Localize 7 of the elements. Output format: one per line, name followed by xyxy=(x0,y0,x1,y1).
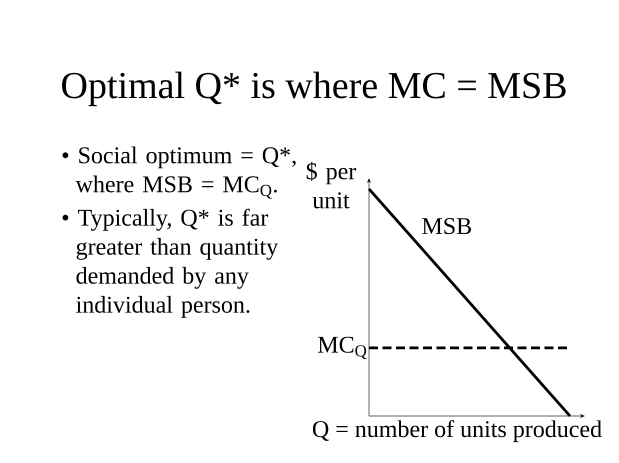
series-label: MSB xyxy=(422,218,471,234)
x-axis-title: Q = number of units produced xyxy=(312,420,602,442)
annotation: • Social optimum = Q*, where MSB = MC$_{Q}$. xyxy=(62,146,296,199)
chart-title: Optimal Q* is where MC = MSB xyxy=(62,72,566,106)
series-label: MC$_{Q}$ xyxy=(318,336,367,360)
annotation: • Typically, Q* is far greater than quantity demanded by any individual person. xyxy=(62,208,278,318)
y-axis-title: $ per unit xyxy=(306,162,356,208)
